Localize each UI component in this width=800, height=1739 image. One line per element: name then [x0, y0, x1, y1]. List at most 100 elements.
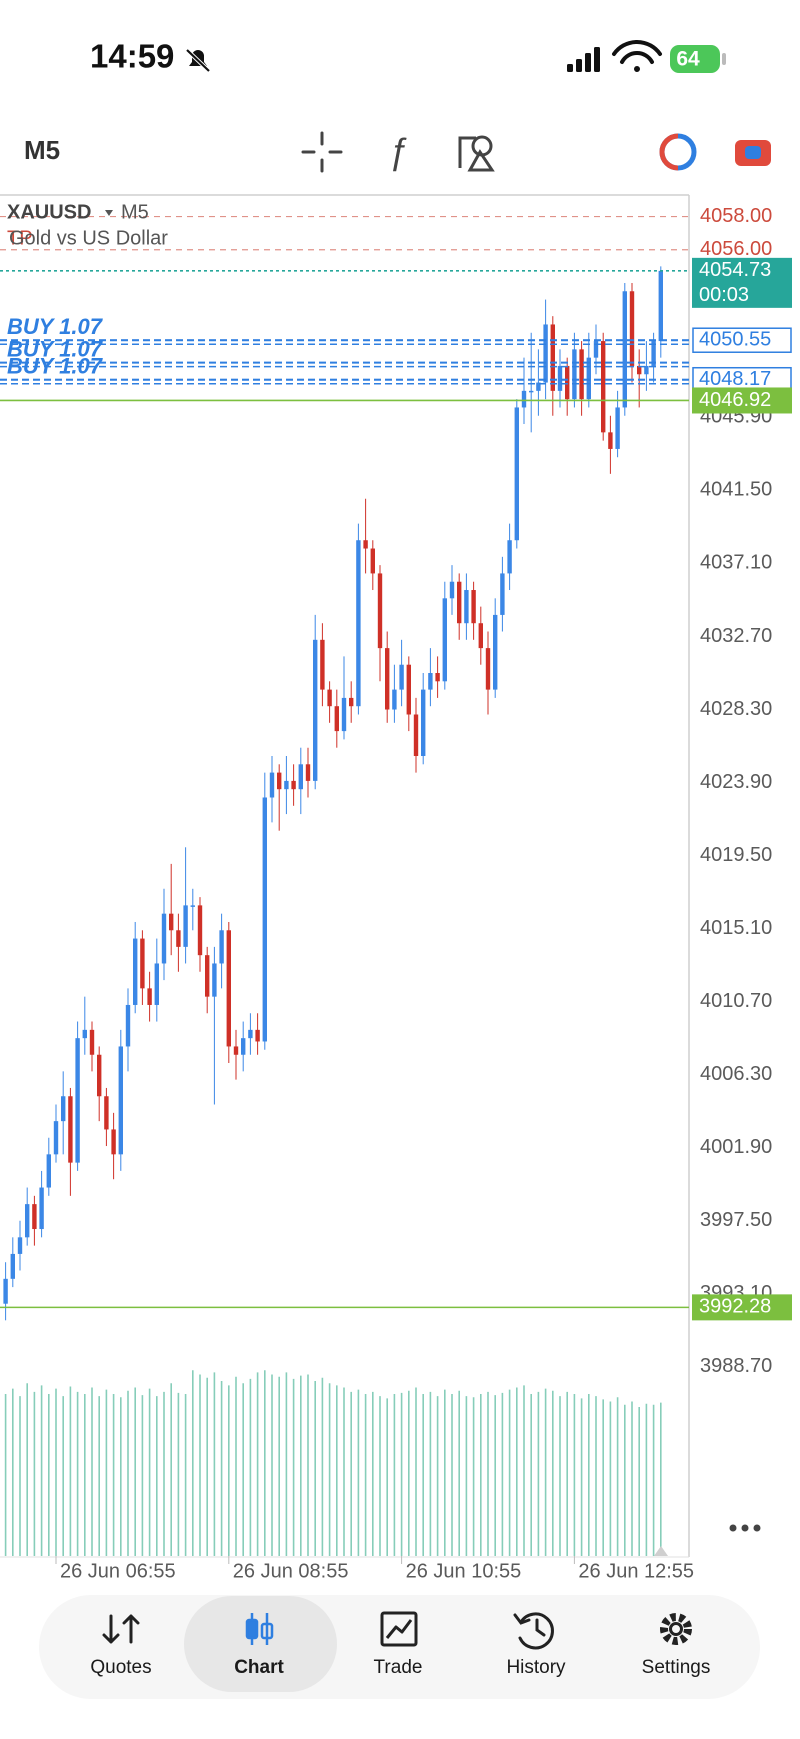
candle-body	[399, 664, 404, 690]
link-button[interactable]	[735, 140, 771, 166]
candle-body	[53, 1121, 59, 1155]
candle-body	[572, 349, 577, 400]
candle-body	[219, 930, 224, 964]
settings-icon	[660, 1613, 692, 1645]
objects-button[interactable]	[458, 135, 495, 172]
candle-body	[493, 614, 498, 690]
more-button[interactable]	[729, 1524, 761, 1532]
plot: 26 Jun 06:55 26 Jun 08:55 26 Jun 10:55 26 J…	[0, 205, 792, 1582]
level-label: 4058.00	[700, 205, 772, 227]
candle-body	[536, 382, 541, 391]
y-tick-label: 4037.10	[700, 552, 772, 574]
candle-body	[133, 938, 138, 1005]
nav-tab[interactable]: Quotes	[90, 1657, 151, 1678]
candle-body	[615, 407, 620, 449]
candle-body	[385, 648, 390, 710]
candle-body	[442, 598, 447, 682]
y-tick-label: 4032.70	[700, 625, 772, 647]
nav: Quotes Chart Trade History Settings	[90, 1657, 710, 1678]
y-tick-label: 3997.50	[700, 1209, 772, 1231]
candle-body	[248, 1029, 253, 1039]
level-label: 3992.28	[699, 1296, 771, 1318]
x-tick-label: 26 Jun 12:55	[578, 1560, 694, 1582]
y-tick-label: 3988.70	[700, 1355, 772, 1377]
candle-body	[176, 930, 181, 947]
candle-body	[169, 913, 174, 931]
candle-body	[601, 341, 606, 433]
candle-body	[377, 573, 383, 649]
candle-body	[82, 1029, 87, 1039]
timeframe-button[interactable]: M5	[24, 135, 60, 165]
nav-tab[interactable]: Settings	[642, 1657, 711, 1678]
candle-body	[39, 1187, 44, 1230]
indicators-button[interactable]: ƒ	[388, 131, 408, 173]
nav-tab[interactable]: Chart	[234, 1657, 284, 1678]
candle-body	[154, 963, 159, 1005]
candle-body	[507, 540, 512, 574]
candle-body	[140, 938, 145, 989]
candle-body	[161, 913, 167, 964]
candle-body	[428, 673, 433, 690]
candle-body	[68, 1096, 73, 1163]
chart-icon	[245, 1613, 274, 1645]
candle-body	[529, 390, 534, 393]
candle-body	[183, 905, 188, 947]
candle-body	[125, 1004, 131, 1047]
nav-tab[interactable]: Trade	[374, 1657, 423, 1678]
y-tick-label: 4019.50	[700, 844, 772, 866]
symbol-dropdown[interactable]	[105, 210, 113, 216]
candle-body	[17, 1237, 23, 1254]
candle-body	[226, 930, 231, 1047]
candle-body	[190, 905, 195, 907]
candle-body	[241, 1038, 246, 1055]
candle-body	[651, 341, 656, 366]
candle-body	[543, 324, 548, 383]
candle-body	[75, 1038, 80, 1163]
scroll-marker	[654, 1546, 668, 1556]
battery: 64	[670, 45, 726, 73]
candle-body	[485, 648, 491, 690]
y-tick-label: 4006.30	[700, 1063, 772, 1085]
y-tick-label: 4015.10	[700, 917, 772, 939]
candle-body	[449, 581, 455, 599]
candle-body	[284, 780, 289, 790]
level-label: 4056.00	[700, 238, 772, 260]
crosshair-button[interactable]	[301, 131, 343, 173]
candle-body	[557, 365, 563, 391]
order-label: BUY 1.07	[7, 354, 104, 379]
mute-icon	[185, 48, 211, 73]
candle-body	[291, 780, 296, 790]
chart-timeframe: M5	[121, 201, 149, 223]
candle-body	[363, 540, 368, 549]
candle-body	[334, 706, 339, 732]
candle-body	[255, 1029, 260, 1042]
candle-body	[622, 291, 627, 408]
candle-body	[392, 689, 397, 710]
candle-body	[406, 664, 411, 715]
candle-body	[305, 764, 311, 781]
wifi-icon	[612, 40, 662, 72]
one-click-button[interactable]	[659, 133, 697, 171]
level-timer: 00:03	[699, 284, 749, 306]
candle-body	[413, 714, 419, 756]
nav-bar	[39, 1595, 760, 1699]
candle-body	[3, 1278, 8, 1304]
candle-body	[104, 1096, 109, 1130]
candle-body	[32, 1204, 37, 1230]
candle-body	[97, 1054, 102, 1097]
candle-body	[435, 673, 440, 682]
candle-body	[464, 590, 469, 624]
level-box	[692, 257, 792, 308]
candle-body	[658, 270, 663, 342]
candle-body	[147, 988, 152, 1005]
symbol[interactable]: XAUUSD	[7, 201, 91, 223]
level-box	[692, 1294, 792, 1321]
signal-icon	[567, 47, 600, 72]
level-label: 4046.92	[699, 389, 771, 411]
y-tick-label: 4041.50	[700, 479, 772, 501]
y-tick-label: 4001.90	[700, 1136, 772, 1158]
nav-tab[interactable]: History	[506, 1657, 566, 1678]
candle-body	[61, 1096, 66, 1122]
